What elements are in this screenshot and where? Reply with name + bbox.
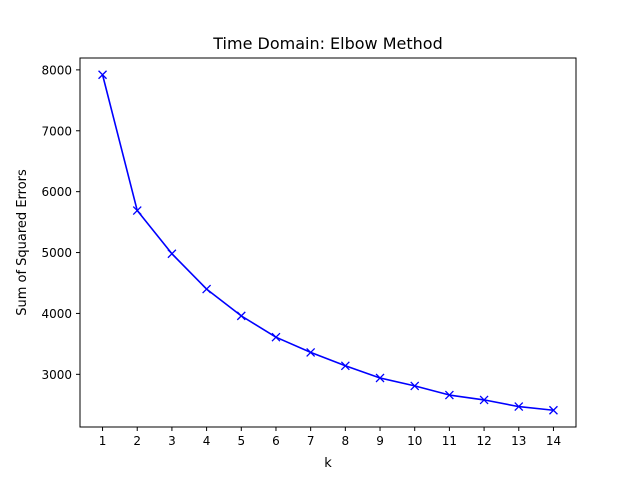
x-axis-label: k: [324, 456, 332, 471]
axes-background: [80, 58, 576, 427]
x-tick-label: 14: [546, 434, 561, 448]
data-point-marker: [236, 311, 246, 321]
data-point-marker: [340, 361, 350, 371]
y-tick-label: 3000: [41, 368, 72, 382]
data-point-marker: [479, 395, 489, 405]
series-layer: [98, 70, 558, 415]
plot-area: [80, 58, 576, 427]
y-axis-label: Sum of Squared Errors: [15, 169, 30, 316]
data-point-marker: [306, 347, 316, 357]
data-point-marker: [444, 390, 454, 400]
data-point-marker: [167, 249, 177, 259]
data-point-marker: [514, 402, 524, 412]
x-tick-label: 3: [168, 434, 176, 448]
data-point-marker: [548, 405, 558, 415]
x-tick-label: 13: [511, 434, 526, 448]
x-tick-label: 6: [272, 434, 280, 448]
x-axis-ticks: 1 2 3 4 5 6 7 8 9 10 11 12 13 14: [99, 427, 561, 448]
x-tick-label: 9: [376, 434, 384, 448]
data-point-marker: [271, 332, 281, 342]
data-point-marker: [132, 206, 142, 215]
y-tick-label: 4000: [41, 307, 72, 321]
data-point-marker: [375, 373, 385, 383]
y-tick-label: 7000: [41, 124, 72, 138]
y-tick-label: 8000: [41, 63, 72, 77]
x-tick-label: 10: [407, 434, 422, 448]
y-tick-label: 6000: [41, 185, 72, 199]
data-point-marker: [202, 284, 212, 294]
x-tick-label: 8: [342, 434, 350, 448]
x-tick-label: 12: [476, 434, 491, 448]
x-tick-label: 11: [442, 434, 457, 448]
x-tick-label: 2: [133, 434, 141, 448]
axes-frame: [79, 57, 577, 428]
data-point-marker: [98, 70, 108, 80]
x-tick-label: 5: [237, 434, 245, 448]
data-point-marker: [410, 381, 420, 391]
series-line: [101, 74, 554, 412]
y-tick-label: 5000: [41, 246, 72, 260]
chart-title: Time Domain: Elbow Method: [212, 34, 442, 53]
x-tick-label: 7: [307, 434, 315, 448]
x-tick-label: 1: [99, 434, 107, 448]
y-axis-ticks: 3000 4000 5000 6000 7000 8000: [41, 63, 80, 382]
x-tick-label: 4: [203, 434, 211, 448]
